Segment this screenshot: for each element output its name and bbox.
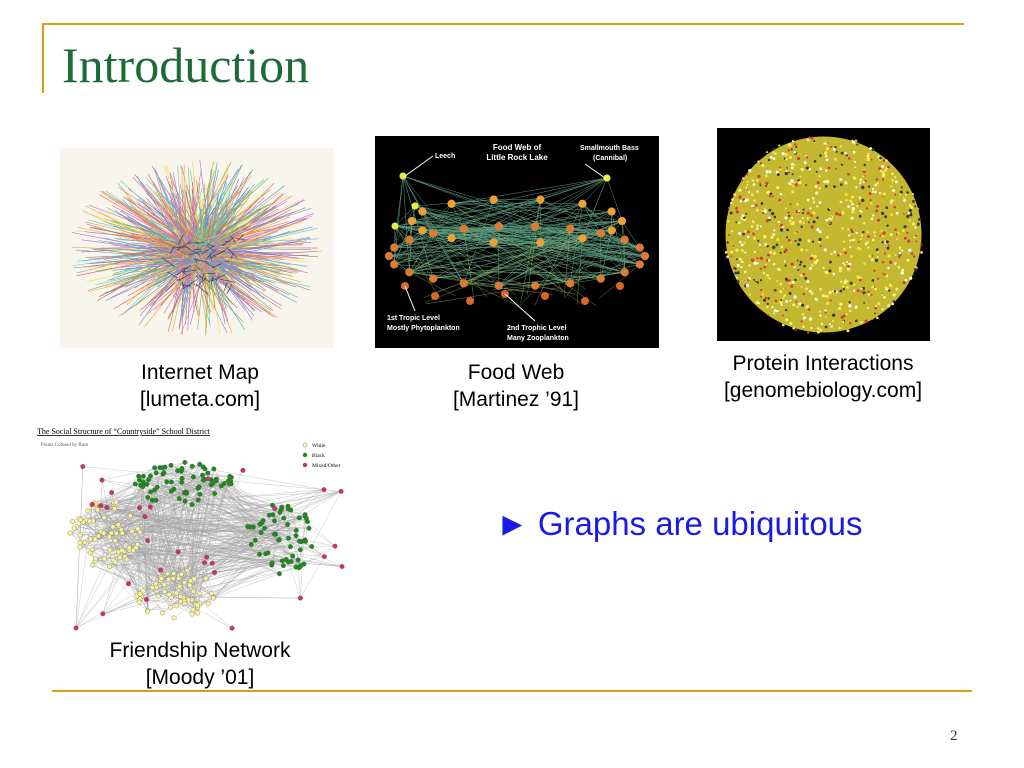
protein-interactions-image (717, 128, 930, 341)
internet-map-image (60, 148, 334, 348)
bullet-graphs-ubiquitous: ► Graphs are ubiquitous (496, 505, 863, 542)
legend-black-dot (302, 452, 308, 458)
food-web-leech-arrow (404, 155, 434, 177)
food-web-bass-arrow (584, 163, 606, 179)
legend-white-dot (302, 442, 308, 448)
slide-title: Introduction (62, 37, 310, 93)
friendship-caption-line2: [Moody ’01] (145, 666, 255, 689)
top-rule-horizontal (42, 23, 964, 25)
food-web-caption: Food Web [Martinez ’91] (416, 359, 616, 413)
food-web-level2-line1: 2nd Trophic Level (507, 325, 567, 332)
food-web-title-line1: Food Web of (493, 143, 542, 152)
legend-black-label: Black (312, 453, 325, 459)
food-web-level2-line2: Many Zooplankton (507, 335, 569, 342)
bottom-rule (52, 690, 972, 692)
food-web-caption-line2: [Martinez ’91] (452, 388, 580, 411)
food-web-leech-label: Leech (435, 153, 455, 160)
protein-caption-line1: Protein Interactions (732, 352, 914, 375)
food-web-level1-line1: 1st Tropic Level (387, 315, 440, 322)
food-web-level1-line2: Mostly Phytoplankton (387, 325, 460, 332)
food-web-caption-line1: Food Web (467, 361, 565, 384)
legend-mixed-dot (302, 462, 308, 468)
protein-caption: Protein Interactions [genomebiology.com] (693, 350, 953, 404)
food-web-bass-label-line2: (Cannibal) (593, 155, 627, 162)
top-rule-vertical (42, 23, 44, 93)
protein-caption-line2: [genomebiology.com] (723, 379, 923, 402)
friendship-network-image: The Social Structure of “Countryside” Sc… (35, 424, 355, 640)
slide-number: 2 (950, 728, 958, 744)
food-web-level2-arrow (504, 293, 536, 322)
food-web-title-line2: Little Rock Lake (486, 153, 548, 162)
friendship-subtitle: Points Colored by Race (41, 443, 89, 448)
friendship-caption: Friendship Network [Moody ’01] (70, 637, 330, 691)
friendship-title: The Social Structure of “Countryside” Sc… (37, 427, 211, 436)
food-web-image: Food Web of Little Rock Lake Leech Small… (375, 136, 659, 348)
legend-white-label: White (312, 443, 326, 449)
friendship-caption-line1: Friendship Network (109, 639, 291, 662)
friendship-legend: White Black Mixed/Other (302, 442, 341, 469)
food-web-bass-label-line1: Smallmouth Bass (580, 145, 639, 152)
legend-mixed-label: Mixed/Other (312, 463, 341, 469)
internet-map-caption-line2: [lumeta.com] (139, 388, 261, 411)
food-web-level1-arrow (404, 285, 416, 312)
internet-map-caption: Internet Map [lumeta.com] (100, 359, 300, 413)
internet-map-caption-line1: Internet Map (141, 361, 259, 384)
